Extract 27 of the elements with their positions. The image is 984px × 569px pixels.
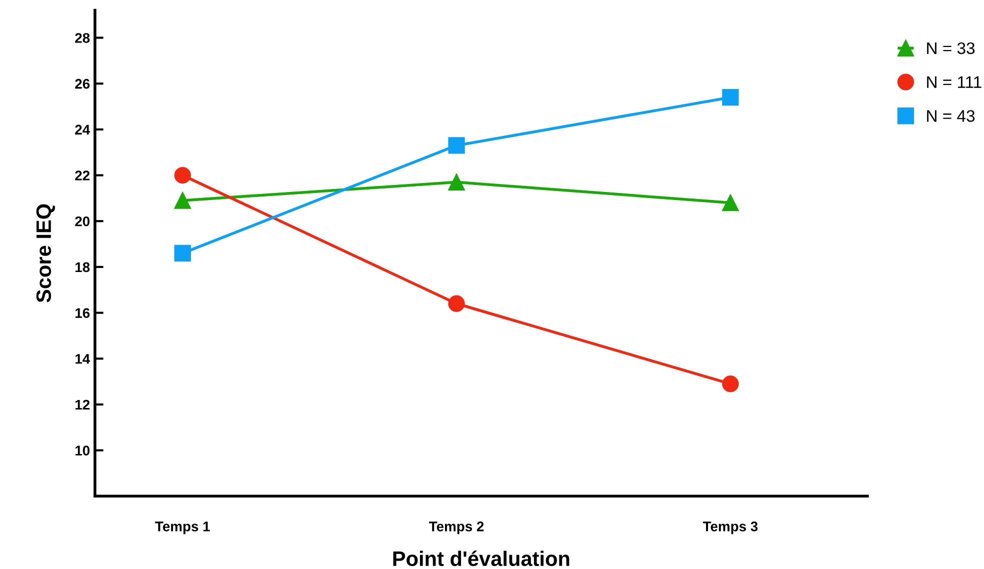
y-axis-title: Score IEQ [36,204,55,302]
point [174,244,191,262]
x-tick-label: Temps 3 [702,522,758,534]
x-tick-label: Temps 2 [429,522,484,534]
y-tick-label: 24 [75,124,90,134]
legend-label: N = 111 [927,76,982,88]
point [448,174,465,190]
y-tick-label: 12 [76,400,90,410]
point [448,295,465,312]
y-tick-label: 18 [76,262,90,272]
y-tick-label: 26 [75,78,90,89]
y-tick-label: 28 [75,33,90,43]
point [448,137,465,154]
y-tick-label: 20 [75,216,90,226]
y-tick-label: 10 [76,446,90,456]
point [722,89,739,106]
legend-label: N = 43 [927,110,975,122]
y-tick-label: 14 [76,354,90,364]
x-tick-label: Temps 1 [155,522,210,534]
legend-label: N = 33 [927,42,975,54]
point [722,376,739,392]
point [722,194,739,212]
x-axis-title: Point d'évaluation [393,550,570,566]
y-tick-label: 16 [76,308,90,318]
point [174,192,191,209]
y-tick-label: 22 [75,170,90,180]
point [174,166,191,184]
